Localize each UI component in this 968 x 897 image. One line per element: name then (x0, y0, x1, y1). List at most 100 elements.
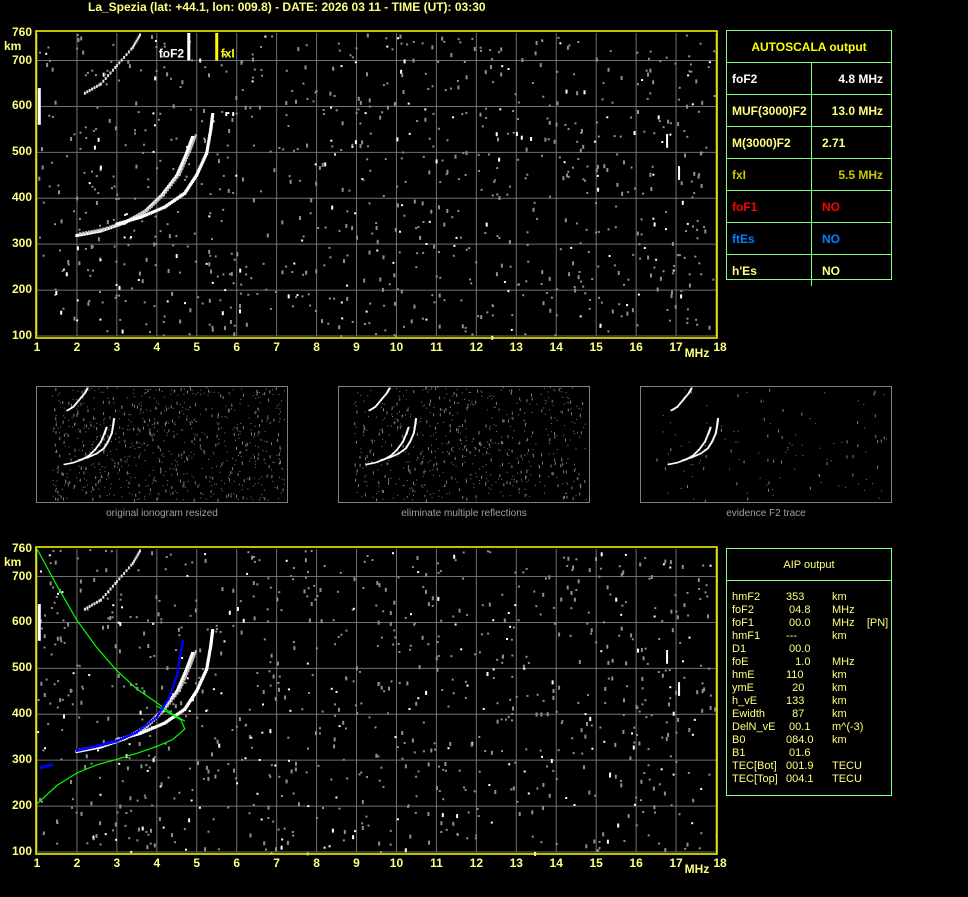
noise-echo (98, 488, 100, 490)
noise-echo (338, 49, 341, 52)
noise-echo (387, 463, 389, 465)
noise-echo (197, 392, 199, 394)
noise-echo (261, 731, 264, 734)
noise-echo (195, 403, 197, 407)
noise-echo (66, 155, 68, 158)
noise-echo (486, 441, 488, 443)
x-trace-point (195, 689, 199, 693)
noise-echo (152, 622, 155, 625)
noise-echo (227, 112, 230, 114)
noise-echo (209, 212, 212, 215)
noise-echo (524, 454, 526, 456)
noise-echo (674, 62, 677, 65)
noise-echo (517, 461, 519, 464)
noise-echo (542, 699, 545, 702)
noise-echo (59, 454, 61, 458)
noise-echo (231, 403, 233, 407)
noise-echo (507, 132, 510, 135)
noise-echo (107, 435, 109, 439)
noise-echo (382, 84, 385, 87)
noise-echo (585, 844, 588, 849)
noise-echo (293, 646, 296, 651)
noise-echo (97, 480, 99, 484)
noise-echo (485, 464, 487, 466)
noise-echo (772, 489, 774, 490)
noise-echo (705, 584, 708, 587)
noise-echo (179, 319, 182, 324)
noise-echo (235, 112, 238, 115)
noise-echo (449, 424, 451, 426)
aip-unit: MHz (832, 656, 855, 668)
noise-echo (210, 495, 212, 497)
noise-echo (396, 203, 399, 208)
noise-echo (143, 442, 145, 444)
noise-echo (278, 775, 281, 778)
noise-echo (381, 446, 383, 448)
noise-echo (266, 450, 268, 452)
noise-echo (232, 112, 235, 117)
noise-echo (58, 190, 60, 195)
x-trace-point (179, 710, 183, 714)
x-trace-point (199, 164, 203, 168)
noise-echo (760, 399, 762, 403)
noise-echo (530, 137, 533, 141)
trace-point (109, 435, 112, 438)
noise-echo (533, 201, 536, 204)
noise-echo (356, 491, 358, 493)
noise-echo (466, 407, 468, 411)
noise-echo (250, 423, 252, 424)
noise-echo (359, 670, 361, 673)
noise-echo (253, 477, 255, 479)
noise-echo (149, 474, 150, 476)
noise-echo (220, 692, 223, 695)
noise-echo (702, 564, 705, 567)
noise-echo (358, 484, 359, 488)
noise-echo (467, 811, 470, 814)
blue-fit-point (176, 672, 179, 675)
noise-echo (121, 329, 124, 334)
noise-echo (403, 742, 406, 744)
noise-echo (464, 174, 467, 176)
noise-echo (454, 401, 456, 405)
noise-echo (465, 151, 468, 156)
trace-point (706, 447, 709, 450)
noise-echo (281, 795, 283, 797)
trace-point (716, 419, 719, 422)
noise-echo (144, 460, 146, 462)
noise-echo (524, 177, 527, 180)
noise-echo (513, 479, 515, 480)
noise-echo (574, 288, 577, 293)
noise-echo (470, 282, 473, 285)
trace-point (413, 430, 416, 433)
trace-point (702, 450, 705, 453)
noise-echo (696, 237, 699, 240)
noise-echo (262, 393, 264, 395)
noise-echo (246, 449, 248, 451)
noise-echo (789, 442, 791, 444)
x-trace-point (207, 136, 211, 140)
noise-echo (235, 459, 237, 461)
noise-echo (607, 330, 610, 333)
noise-echo (558, 388, 560, 392)
noise-echo (438, 495, 440, 497)
noise-echo (126, 471, 128, 475)
noise-echo (146, 845, 149, 850)
noise-echo (703, 226, 706, 228)
noise-echo (480, 390, 482, 392)
trace-point (406, 429, 409, 432)
noise-echo (49, 702, 52, 705)
noise-echo (564, 123, 567, 126)
noise-echo (384, 417, 386, 419)
noise-echo (59, 698, 62, 703)
noise-echo (386, 82, 389, 85)
noise-echo (398, 651, 401, 653)
noise-echo (287, 294, 290, 299)
noise-echo (331, 205, 334, 210)
noise-echo (269, 684, 272, 687)
noise-echo (408, 132, 411, 135)
trace-point (680, 400, 683, 403)
noise-echo (127, 486, 129, 488)
noise-echo (433, 492, 434, 494)
noise-echo (556, 449, 558, 450)
noise-echo (55, 291, 58, 295)
